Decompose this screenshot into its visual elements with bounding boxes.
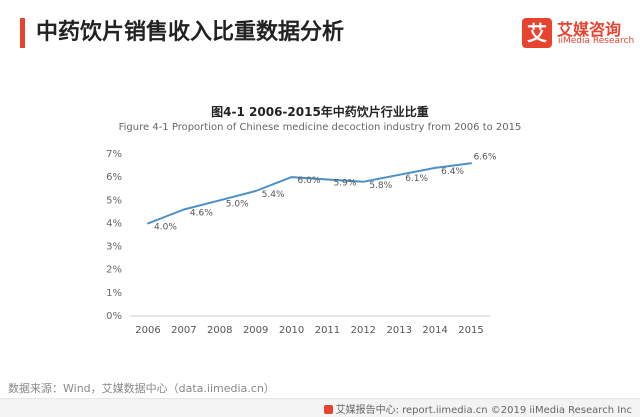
y-tick-label: 1% [106,288,122,299]
page-title: 中药饮片销售收入比重数据分析 [36,20,345,45]
data-label: 6.6% [474,152,497,162]
logo-en-name: iiMedia Research [558,36,635,46]
title-accent-bar [20,18,25,48]
data-label: 6.1% [405,174,428,184]
x-tick-label: 2007 [171,325,196,336]
data-label: 6.4% [441,167,464,177]
x-tick-label: 2012 [351,325,376,336]
data-label: 6.0% [298,176,321,186]
x-tick-label: 2010 [279,325,304,336]
report-icon [323,405,333,414]
chart-title: 图4-1 2006-2015年中药饮片行业比重 [211,105,429,119]
series-line [147,162,472,225]
footer-label: 艾媒报告中心: report.iimedia.cn ©2019 iiMedia … [335,405,632,416]
data-label: 4.6% [190,209,213,219]
footer-bar: 艾媒报告中心: report.iimedia.cn ©2019 iiMedia … [0,398,640,417]
data-source: 数据来源：Wind，艾媒数据中心（data.iimedia.cn） [8,382,275,395]
y-tick-label: 7% [106,149,122,160]
logo-cn-name: 艾媒咨询 [557,20,622,39]
y-tick-label: 0% [106,311,122,322]
y-tick-label: 6% [106,172,122,183]
y-tick-label: 5% [106,195,122,206]
x-tick-label: 2011 [315,325,340,336]
data-label: 4.0% [154,222,177,232]
data-label: 5.0% [226,199,249,209]
data-label: 5.9% [333,178,356,188]
data-label: 5.4% [262,190,285,200]
brand-logo: 艾 艾媒咨询 iiMedia Research [522,14,635,54]
data-label: 5.8% [369,181,392,191]
logo-mark: 艾 [522,18,552,48]
x-tick-label: 2014 [422,325,447,336]
y-tick-label: 4% [106,218,122,229]
x-tick-label: 2008 [207,325,232,336]
x-tick-label: 2009 [243,325,268,336]
y-tick-label: 3% [106,242,122,253]
x-tick-label: 2015 [458,325,483,336]
x-tick-label: 2006 [135,325,160,336]
x-tick-label: 2013 [386,325,411,336]
chart-subtitle: Figure 4-1 Proportion of Chinese medicin… [118,122,522,133]
footer-text: 艾媒报告中心: report.iimedia.cn ©2019 iiMedia … [323,401,632,416]
y-tick-label: 2% [106,265,122,276]
